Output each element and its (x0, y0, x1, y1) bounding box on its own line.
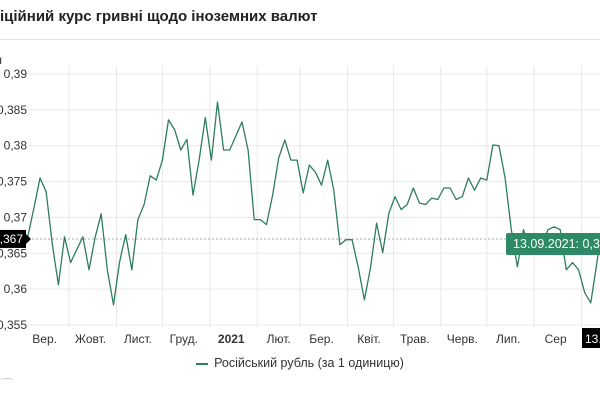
x-tick-label: Лип. (496, 332, 520, 346)
y-tick-label: 0,38 (4, 139, 28, 153)
y-tick-label: 0,37 (4, 210, 28, 224)
x-tick-label: Груд. (170, 332, 198, 346)
x-tick-label: Лист. (124, 332, 152, 346)
legend-label: Російський рубль (за 1 одиницю) (214, 356, 404, 370)
x-axis-ticks: Вер. Жовт. Лист. Груд. 2021 Лют. Бер. Квіт. Трав… (32, 332, 567, 346)
x-tick-label: Жовт. (75, 332, 106, 346)
y-tick-label: 0,355 (0, 318, 27, 332)
y-axis-ticks: 0,39 0,385 0,38 0,375 0,37 0,365 0,36 0,355 (0, 67, 27, 332)
corner-mark (0, 378, 14, 383)
y-tick-label: 0,39 (4, 67, 28, 81)
crosshair-x-value: 13. (585, 332, 600, 346)
tooltip-text: 13.09.2021: 0,366 (513, 237, 600, 251)
legend[interactable]: Російський рубль (за 1 одиницю) (0, 356, 600, 370)
y-tick-label: 0,365 (0, 246, 27, 260)
y-tick-label: 0,36 (4, 282, 28, 296)
legend-line-swatch (196, 362, 209, 365)
x-tick-label: Черв. (447, 332, 478, 346)
x-tick-label: 2021 (218, 332, 245, 346)
crosshair-y-value: 0,367 (0, 232, 23, 246)
y-tick-label: 0,375 (0, 175, 27, 189)
x-tick-label: Вер. (32, 332, 57, 346)
tooltip: 13.09.2021: 0,366 (506, 232, 600, 255)
title-divider (0, 39, 600, 40)
x-tick-label: Сер (545, 332, 567, 346)
crosshair-x-label: 13. (582, 328, 600, 348)
x-tick-label: Бер. (309, 332, 334, 346)
x-tick-label: Квіт. (357, 332, 381, 346)
crosshair-y-label: 0,367 (0, 229, 31, 248)
y-tick-label: 0,385 (0, 103, 27, 117)
chart-title: іційний курс гривні щодо іноземних валют (0, 8, 318, 25)
grid (28, 66, 600, 327)
x-tick-label: Трав. (400, 332, 430, 346)
series-line-rub (27, 101, 600, 306)
x-tick-label: Лют. (267, 332, 291, 346)
y-axis-unit: рн (0, 53, 2, 67)
